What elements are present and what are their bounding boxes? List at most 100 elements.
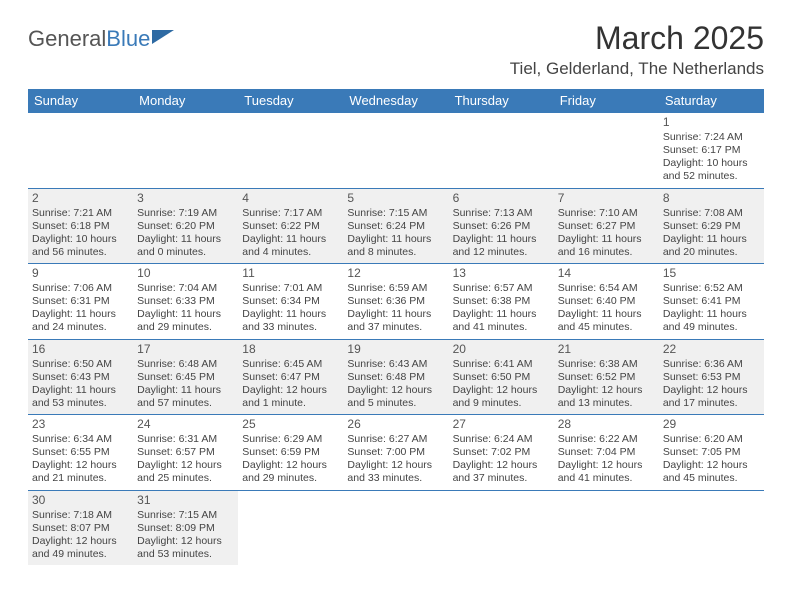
daylight-text: and 20 minutes. [663, 246, 760, 259]
calendar-cell: 3Sunrise: 7:19 AMSunset: 6:20 PMDaylight… [133, 188, 238, 264]
day-number: 4 [242, 191, 339, 206]
daylight-text: and 49 minutes. [663, 321, 760, 334]
sunset-text: Sunset: 7:05 PM [663, 446, 760, 459]
daylight-text: and 57 minutes. [137, 397, 234, 410]
calendar-cell [659, 490, 764, 565]
calendar-cell [28, 113, 133, 189]
day-number: 3 [137, 191, 234, 206]
daylight-text: Daylight: 12 hours [663, 384, 760, 397]
daylight-text: Daylight: 11 hours [32, 384, 129, 397]
daylight-text: Daylight: 11 hours [663, 233, 760, 246]
calendar-cell [554, 490, 659, 565]
sunrise-text: Sunrise: 6:45 AM [242, 358, 339, 371]
calendar-cell: 6Sunrise: 7:13 AMSunset: 6:26 PMDaylight… [449, 188, 554, 264]
logo-text-general: General [28, 26, 106, 52]
daylight-text: and 45 minutes. [558, 321, 655, 334]
calendar-cell [238, 113, 343, 189]
day-number: 30 [32, 493, 129, 508]
day-number: 24 [137, 417, 234, 432]
daylight-text: Daylight: 12 hours [32, 459, 129, 472]
sunrise-text: Sunrise: 6:34 AM [32, 433, 129, 446]
day-number: 12 [347, 266, 444, 281]
calendar-cell: 29Sunrise: 6:20 AMSunset: 7:05 PMDayligh… [659, 415, 764, 491]
daylight-text: and 29 minutes. [137, 321, 234, 334]
calendar-cell: 5Sunrise: 7:15 AMSunset: 6:24 PMDaylight… [343, 188, 448, 264]
calendar-cell: 20Sunrise: 6:41 AMSunset: 6:50 PMDayligh… [449, 339, 554, 415]
calendar-cell [449, 490, 554, 565]
sunset-text: Sunset: 7:04 PM [558, 446, 655, 459]
calendar-cell: 10Sunrise: 7:04 AMSunset: 6:33 PMDayligh… [133, 264, 238, 340]
location-text: Tiel, Gelderland, The Netherlands [510, 59, 764, 79]
sunset-text: Sunset: 6:48 PM [347, 371, 444, 384]
daylight-text: and 1 minute. [242, 397, 339, 410]
day-number: 31 [137, 493, 234, 508]
daylight-text: and 41 minutes. [453, 321, 550, 334]
calendar-cell: 12Sunrise: 6:59 AMSunset: 6:36 PMDayligh… [343, 264, 448, 340]
calendar-week-row: 1Sunrise: 7:24 AMSunset: 6:17 PMDaylight… [28, 113, 764, 189]
calendar-cell: 31Sunrise: 7:15 AMSunset: 8:09 PMDayligh… [133, 490, 238, 565]
daylight-text: Daylight: 11 hours [453, 308, 550, 321]
daylight-text: Daylight: 12 hours [663, 459, 760, 472]
calendar-cell [238, 490, 343, 565]
calendar-cell [554, 113, 659, 189]
sunrise-text: Sunrise: 7:17 AM [242, 207, 339, 220]
sunset-text: Sunset: 6:45 PM [137, 371, 234, 384]
sunrise-text: Sunrise: 6:57 AM [453, 282, 550, 295]
daylight-text: Daylight: 11 hours [242, 233, 339, 246]
month-title: March 2025 [510, 20, 764, 57]
daylight-text: Daylight: 12 hours [347, 459, 444, 472]
calendar-cell: 18Sunrise: 6:45 AMSunset: 6:47 PMDayligh… [238, 339, 343, 415]
logo: GeneralBlue [28, 26, 178, 52]
calendar-week-row: 16Sunrise: 6:50 AMSunset: 6:43 PMDayligh… [28, 339, 764, 415]
calendar-cell [449, 113, 554, 189]
day-number: 18 [242, 342, 339, 357]
sunset-text: Sunset: 6:47 PM [242, 371, 339, 384]
col-monday: Monday [133, 89, 238, 113]
daylight-text: and 33 minutes. [242, 321, 339, 334]
daylight-text: Daylight: 12 hours [242, 384, 339, 397]
calendar-cell: 27Sunrise: 6:24 AMSunset: 7:02 PMDayligh… [449, 415, 554, 491]
daylight-text: and 45 minutes. [663, 472, 760, 485]
sunset-text: Sunset: 6:40 PM [558, 295, 655, 308]
day-number: 9 [32, 266, 129, 281]
calendar-cell: 26Sunrise: 6:27 AMSunset: 7:00 PMDayligh… [343, 415, 448, 491]
daylight-text: and 49 minutes. [32, 548, 129, 561]
col-tuesday: Tuesday [238, 89, 343, 113]
sunrise-text: Sunrise: 7:13 AM [453, 207, 550, 220]
col-thursday: Thursday [449, 89, 554, 113]
sunset-text: Sunset: 6:43 PM [32, 371, 129, 384]
daylight-text: Daylight: 10 hours [32, 233, 129, 246]
sunrise-text: Sunrise: 6:22 AM [558, 433, 655, 446]
calendar-cell: 1Sunrise: 7:24 AMSunset: 6:17 PMDaylight… [659, 113, 764, 189]
calendar-cell [343, 113, 448, 189]
calendar-cell [133, 113, 238, 189]
sunset-text: Sunset: 6:52 PM [558, 371, 655, 384]
calendar-cell: 13Sunrise: 6:57 AMSunset: 6:38 PMDayligh… [449, 264, 554, 340]
calendar-week-row: 2Sunrise: 7:21 AMSunset: 6:18 PMDaylight… [28, 188, 764, 264]
calendar-body: 1Sunrise: 7:24 AMSunset: 6:17 PMDaylight… [28, 113, 764, 566]
daylight-text: and 53 minutes. [32, 397, 129, 410]
daylight-text: and 17 minutes. [663, 397, 760, 410]
day-number: 21 [558, 342, 655, 357]
sunset-text: Sunset: 6:18 PM [32, 220, 129, 233]
sunset-text: Sunset: 6:22 PM [242, 220, 339, 233]
sunset-text: Sunset: 6:20 PM [137, 220, 234, 233]
sunrise-text: Sunrise: 7:15 AM [347, 207, 444, 220]
day-number: 28 [558, 417, 655, 432]
day-number: 17 [137, 342, 234, 357]
calendar-cell: 30Sunrise: 7:18 AMSunset: 8:07 PMDayligh… [28, 490, 133, 565]
sunrise-text: Sunrise: 7:10 AM [558, 207, 655, 220]
sunset-text: Sunset: 6:29 PM [663, 220, 760, 233]
sunrise-text: Sunrise: 7:04 AM [137, 282, 234, 295]
day-number: 10 [137, 266, 234, 281]
day-number: 22 [663, 342, 760, 357]
daylight-text: and 37 minutes. [347, 321, 444, 334]
daylight-text: Daylight: 11 hours [558, 233, 655, 246]
header: GeneralBlue March 2025 Tiel, Gelderland,… [28, 20, 764, 85]
sunrise-text: Sunrise: 6:24 AM [453, 433, 550, 446]
calendar-table: Sunday Monday Tuesday Wednesday Thursday… [28, 89, 764, 565]
col-wednesday: Wednesday [343, 89, 448, 113]
sunrise-text: Sunrise: 6:54 AM [558, 282, 655, 295]
calendar-cell: 22Sunrise: 6:36 AMSunset: 6:53 PMDayligh… [659, 339, 764, 415]
daylight-text: Daylight: 12 hours [347, 384, 444, 397]
